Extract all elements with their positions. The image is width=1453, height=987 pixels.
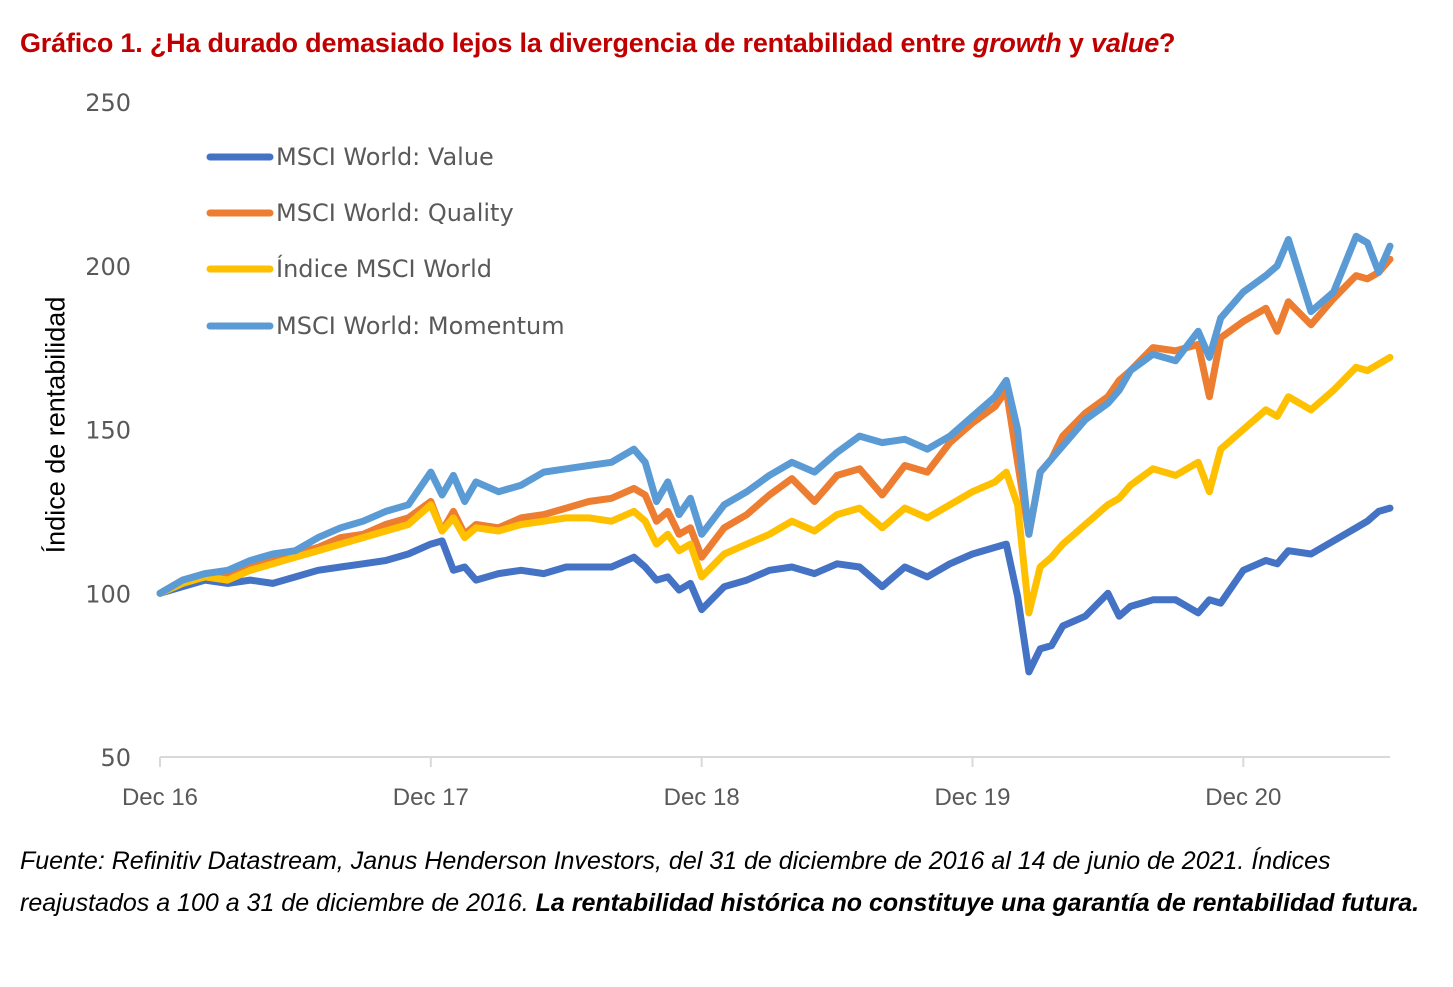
- x-axis: Dec 16 Dec 17 Dec 18 Dec 19 Dec 20: [122, 756, 1390, 811]
- title-value: value: [1091, 28, 1160, 58]
- chart-title: Gráfico 1. ¿Ha durado demasiado lejos la…: [20, 28, 1176, 59]
- legend: MSCI World: Value MSCI World: Quality Índi…: [206, 143, 565, 340]
- title-suffix: ?: [1159, 28, 1176, 58]
- source-footnote: Fuente: Refinitiv Datastream, Janus Hend…: [20, 840, 1440, 924]
- y-axis-ticks: 50 100 150 200 250: [85, 89, 131, 772]
- series-line--ndice-msci-world: [156, 353, 1394, 617]
- title-growth: growth: [972, 28, 1062, 58]
- legend-label: MSCI World: Quality: [276, 199, 514, 227]
- series-line-msci-world-momentum: [156, 232, 1394, 597]
- y-tick-label: 50: [100, 744, 131, 772]
- footnote-source: Fuente: Refinitiv Datastream, Janus Hend…: [20, 847, 1331, 917]
- x-tick-label: Dec 18: [664, 784, 740, 811]
- legend-label: MSCI World: Momentum: [276, 312, 565, 340]
- x-tick-label: Dec 19: [934, 784, 1010, 811]
- series-lines: [156, 232, 1394, 676]
- footnote-disclaimer: La rentabilidad histórica no constituye …: [535, 889, 1420, 917]
- legend-label: Índice MSCI World: [276, 254, 492, 283]
- title-middle: y: [1061, 28, 1091, 58]
- x-tick-label: Dec 20: [1205, 784, 1281, 811]
- x-tick-label: Dec 17: [393, 784, 469, 811]
- series-line-msci-world-value: [156, 504, 1394, 676]
- legend-label: MSCI World: Value: [276, 143, 494, 171]
- y-tick-label: 150: [85, 417, 131, 445]
- y-tick-label: 200: [85, 253, 131, 281]
- y-tick-label: 100: [85, 580, 131, 608]
- title-text: Gráfico 1. ¿Ha durado demasiado lejos la…: [20, 28, 973, 58]
- x-tick-label: Dec 16: [122, 784, 198, 811]
- series-line-msci-world-quality: [156, 255, 1394, 597]
- y-tick-label: 250: [85, 89, 131, 117]
